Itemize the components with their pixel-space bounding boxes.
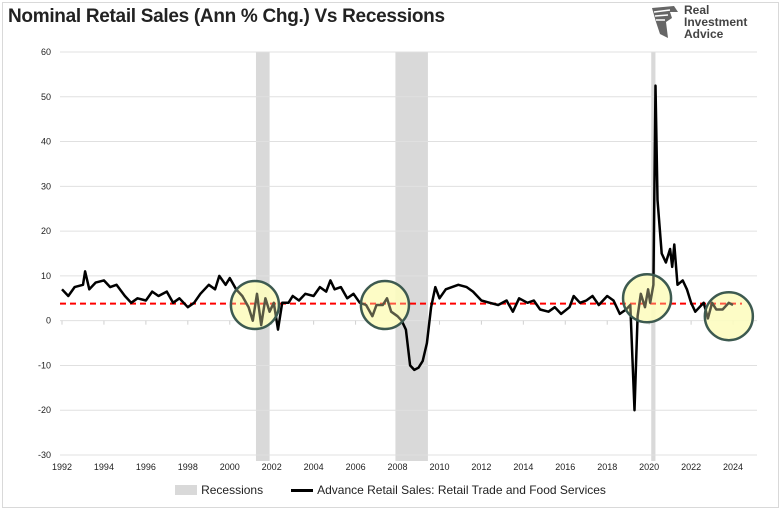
highlight-circle-outline — [359, 279, 411, 331]
highlight-circle-outline — [703, 290, 755, 342]
y-tick-label: -30 — [38, 450, 51, 460]
x-tick-label: 2010 — [429, 462, 449, 472]
x-tick-label: 2006 — [346, 462, 366, 472]
x-tick-label: 1992 — [52, 462, 72, 472]
y-tick-label: -10 — [38, 360, 51, 370]
chart-title: Nominal Retail Sales (Ann % Chg.) Vs Rec… — [8, 6, 445, 27]
x-tick-label: 2022 — [681, 462, 701, 472]
recession-band — [255, 52, 270, 461]
y-tick-label: 10 — [41, 271, 51, 281]
y-tick-label: 50 — [41, 92, 51, 102]
x-tick-label: 1996 — [136, 462, 156, 472]
x-tick-label: 2014 — [513, 462, 533, 472]
legend-swatch-recessions — [175, 485, 198, 495]
highlight-circle-outline — [621, 273, 673, 324]
series-line-retail-sales — [61, 84, 734, 412]
y-tick-label: -20 — [38, 405, 51, 415]
x-tick-label: 2024 — [723, 462, 743, 472]
legend: Recessions Advance Retail Sales: Retail … — [0, 483, 781, 497]
legend-item-retail-sales: Advance Retail Sales: Retail Trade and F… — [291, 483, 606, 497]
highlight-circle-outline — [229, 279, 281, 331]
x-tick-label: 1994 — [94, 462, 114, 472]
x-tick-label: 2008 — [388, 462, 408, 472]
x-tick-label: 1998 — [178, 462, 198, 472]
logo-text-line: Investment — [684, 15, 748, 29]
x-tick-label: 2002 — [262, 462, 282, 472]
x-tick-label: 2004 — [304, 462, 324, 472]
x-tick-label: 2016 — [555, 462, 575, 472]
legend-label: Advance Retail Sales: Retail Trade and F… — [317, 483, 606, 497]
logo-text-line: Advice — [684, 27, 724, 41]
recession-band — [395, 52, 428, 461]
logo-text-line: Real — [684, 3, 710, 17]
y-tick-label: 20 — [41, 226, 51, 236]
logo: Real Investment Advice — [650, 4, 747, 40]
y-tick-label: 30 — [41, 181, 51, 191]
y-tick-label: 0 — [46, 316, 51, 326]
legend-label: Recessions — [201, 483, 264, 497]
x-tick-label: 2018 — [597, 462, 617, 472]
legend-swatch-line — [291, 488, 314, 492]
y-tick-label: 40 — [41, 137, 51, 147]
y-tick-label: 60 — [41, 47, 51, 57]
x-tick-label: 2020 — [639, 462, 659, 472]
x-tick-label: 2000 — [220, 462, 240, 472]
x-tick-label: 2012 — [471, 462, 491, 472]
legend-item-recessions: Recessions — [175, 483, 263, 497]
eagle-logo-icon — [652, 6, 678, 38]
